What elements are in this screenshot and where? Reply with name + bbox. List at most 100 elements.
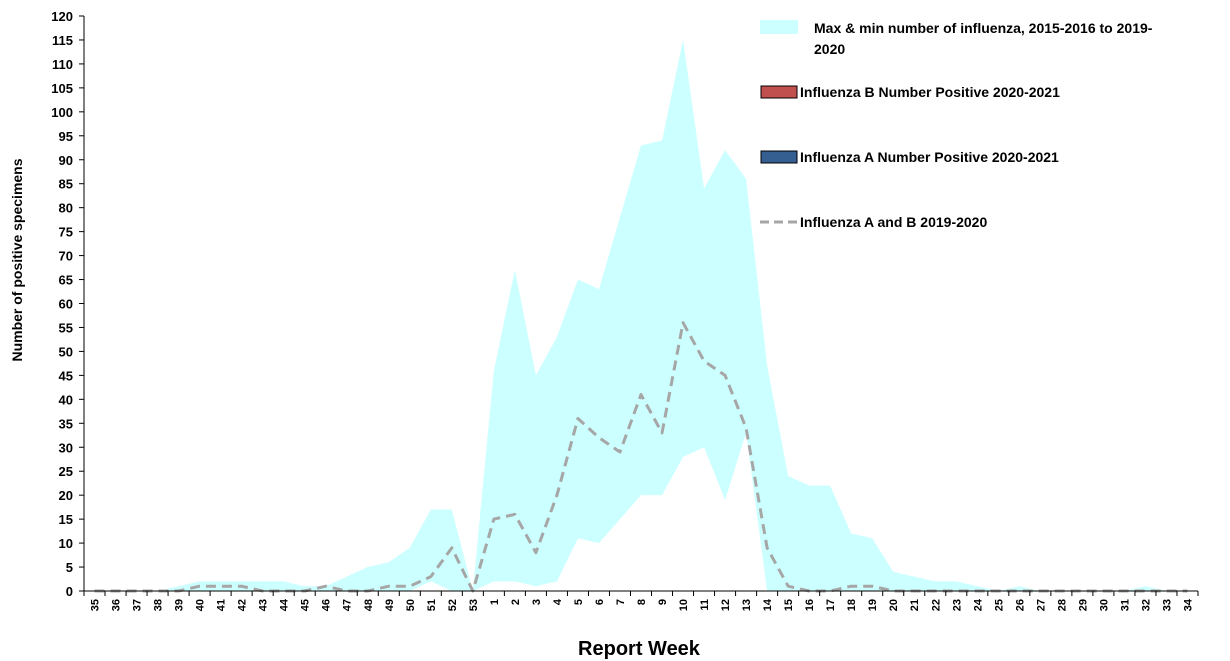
y-tick-label: 60 — [59, 297, 73, 312]
y-tick-label: 5 — [66, 560, 73, 575]
y-tick-label: 15 — [59, 512, 73, 527]
x-axis: 35 36 37 38 39 40 41 42 43 44 45 46 47 48 49 50 51 52 53 1 2… — [83, 590, 1199, 611]
y-tick-label: 120 — [51, 9, 73, 24]
x-tick-label: 38 — [153, 599, 165, 611]
x-tick-label: 23 — [951, 599, 963, 611]
y-axis: 0 5 10 15 20 25 30 35 40 45 50 55 60 65 70 75 80 85 90 95 10… — [51, 9, 85, 599]
y-tick-label: 30 — [59, 440, 73, 455]
x-tick-labels: 35 36 37 38 39 40 41 42 43 44 45 46 47 48 49 50 51 52 53 1 2… — [83, 591, 1199, 611]
range-band-layer — [94, 39, 1188, 592]
x-tick-label: 53 — [468, 599, 480, 611]
x-tick-label: 22 — [930, 599, 942, 611]
x-tick-label: 34 — [1182, 598, 1194, 611]
x-tick-label: 35 — [90, 599, 102, 611]
x-tick-label: 9 — [657, 599, 669, 605]
x-tick-label: 43 — [258, 599, 270, 611]
y-tick-label: 115 — [52, 33, 73, 48]
x-tick-label: 19 — [867, 599, 879, 611]
x-tick-label: 49 — [384, 599, 396, 611]
x-tick-label: 20 — [888, 599, 900, 611]
x-tick-label: 32 — [1140, 599, 1152, 611]
range-band-area — [94, 39, 1188, 592]
x-tick-label: 41 — [216, 599, 228, 611]
x-tick-label: 17 — [825, 599, 837, 611]
legend-label-influenza-a: Influenza A Number Positive 2020-2021 — [800, 149, 1059, 165]
y-tick-label: 75 — [59, 225, 73, 240]
x-tick-label: 7 — [615, 599, 627, 605]
y-tick-label: 45 — [59, 368, 73, 383]
x-tick-label: 50 — [405, 599, 417, 611]
legend-item-influenza-ab-2019-2020: Influenza A and B 2019-2020 — [760, 214, 987, 230]
legend-swatch-influenza-a — [760, 150, 798, 164]
x-tick-label: 15 — [783, 599, 795, 611]
x-tick-label: 36 — [111, 599, 123, 611]
x-tick-label: 5 — [573, 599, 585, 605]
x-tick-label: 14 — [762, 598, 774, 611]
y-tick-label: 90 — [59, 153, 73, 168]
x-tick-label: 1 — [489, 599, 501, 605]
x-tick-label: 47 — [342, 599, 354, 611]
plot-area — [94, 39, 1188, 593]
legend-label-influenza-b: Influenza B Number Positive 2020-2021 — [800, 84, 1060, 100]
x-tick-label: 11 — [699, 599, 711, 611]
legend-label-range-band-line1: Max & min number of influenza, 2015-2016… — [814, 20, 1153, 36]
y-tick-label: 20 — [59, 488, 73, 503]
x-tick-label: 10 — [678, 599, 690, 611]
y-tick-label: 50 — [59, 344, 73, 359]
x-tick-label: 28 — [1056, 599, 1068, 611]
y-tick-labels: 0 5 10 15 20 25 30 35 40 45 50 55 60 65 70 75 80 85 90 95 10… — [51, 9, 84, 599]
legend-swatch-range-band — [760, 20, 798, 34]
x-tick-label: 8 — [636, 599, 648, 605]
x-tick-label: 46 — [321, 599, 333, 611]
x-tick-label: 6 — [594, 599, 606, 605]
x-tick-label: 45 — [300, 599, 312, 611]
legend-item-influenza-b: Influenza B Number Positive 2020-2021 — [760, 84, 1060, 100]
legend: Max & min number of influenza, 2015-2016… — [760, 20, 1156, 230]
x-tick-label: 18 — [846, 599, 858, 611]
y-tick-label: 105 — [51, 81, 73, 96]
y-axis-title: Number of positive specimens — [9, 158, 25, 361]
y-tick-label: 95 — [59, 129, 73, 144]
x-axis-title: Report Week — [578, 638, 701, 660]
y-tick-label: 25 — [59, 464, 73, 479]
y-tick-label: 100 — [51, 105, 73, 120]
y-tick-label: 70 — [59, 249, 73, 264]
y-tick-label: 55 — [59, 320, 73, 335]
x-tick-label: 3 — [531, 599, 543, 605]
x-tick-label: 42 — [237, 599, 249, 611]
y-tick-label: 0 — [66, 584, 73, 599]
x-tick-label: 30 — [1098, 599, 1110, 611]
x-tick-label: 12 — [720, 599, 732, 611]
x-tick-label: 4 — [552, 598, 564, 605]
x-tick-label: 51 — [426, 599, 438, 611]
x-tick-label: 26 — [1014, 599, 1026, 611]
y-tick-label: 65 — [59, 273, 73, 288]
legend-label-range-band: Max & min number of influenza, 2015-2016… — [814, 20, 1156, 57]
x-tick-label: 48 — [363, 599, 375, 611]
x-tick-label: 37 — [132, 599, 144, 611]
x-tick-label: 13 — [741, 599, 753, 611]
legend-label-influenza-ab-2019-2020: Influenza A and B 2019-2020 — [800, 214, 987, 230]
legend-swatch-influenza-b — [760, 85, 798, 99]
x-tick-label: 16 — [804, 599, 816, 611]
legend-item-influenza-a: Influenza A Number Positive 2020-2021 — [760, 149, 1059, 165]
y-tick-label: 110 — [52, 57, 73, 72]
x-tick-label: 40 — [195, 599, 207, 611]
x-tick-label: 21 — [909, 599, 921, 611]
x-tick-label: 39 — [174, 599, 186, 611]
x-tick-label: 29 — [1077, 599, 1089, 611]
y-tick-label: 85 — [59, 177, 73, 192]
legend-item-range-band: Max & min number of influenza, 2015-2016… — [760, 20, 1156, 57]
x-tick-label: 31 — [1119, 599, 1131, 611]
y-tick-label: 35 — [59, 416, 73, 431]
x-tick-label: 33 — [1161, 599, 1173, 611]
legend-label-range-band-line2: 2020 — [814, 41, 845, 57]
x-tick-label: 44 — [279, 598, 291, 611]
y-tick-label: 40 — [59, 392, 73, 407]
x-tick-label: 27 — [1035, 599, 1047, 611]
x-tick-label: 25 — [993, 599, 1005, 611]
x-tick-label: 2 — [510, 599, 522, 605]
x-tick-label: 24 — [972, 598, 984, 611]
y-tick-label: 10 — [59, 536, 73, 551]
